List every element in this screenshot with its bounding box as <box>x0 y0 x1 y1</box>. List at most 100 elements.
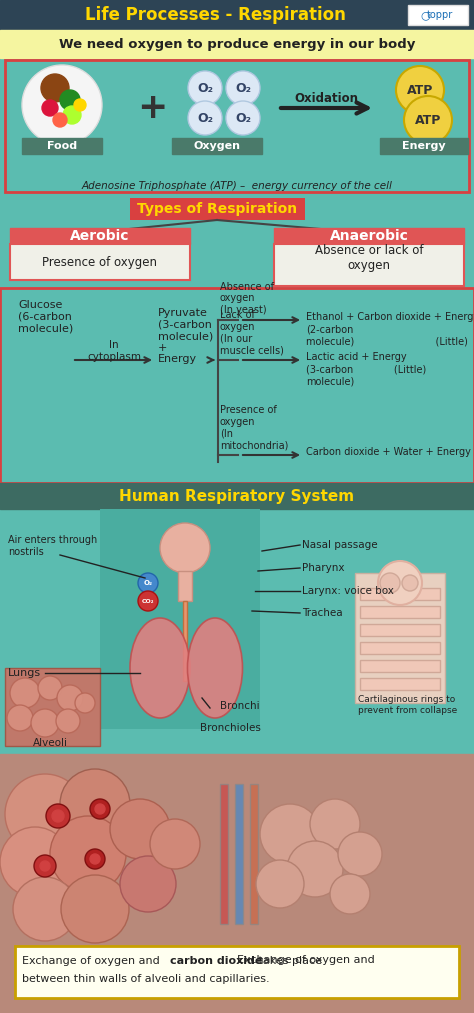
Circle shape <box>95 804 105 814</box>
Text: carbon dioxide: carbon dioxide <box>170 956 263 966</box>
Text: O₂: O₂ <box>197 111 213 125</box>
Text: Cartilaginous rings to
prevent from collapse: Cartilaginous rings to prevent from coll… <box>358 695 457 715</box>
Circle shape <box>52 810 64 822</box>
Circle shape <box>38 676 62 700</box>
Circle shape <box>85 849 105 869</box>
Text: Ethanol + Carbon dioxide + Energy: Ethanol + Carbon dioxide + Energy <box>306 312 474 322</box>
Text: Lack of
oxygen
(In our
muscle cells): Lack of oxygen (In our muscle cells) <box>220 310 284 355</box>
Circle shape <box>60 90 80 110</box>
Circle shape <box>75 693 95 713</box>
Bar <box>360 660 440 672</box>
Circle shape <box>22 65 102 145</box>
Circle shape <box>378 561 422 605</box>
Text: molecule): molecule) <box>306 376 354 386</box>
Bar <box>220 784 228 924</box>
Bar <box>5 668 100 746</box>
Bar <box>360 606 440 618</box>
Circle shape <box>256 860 304 908</box>
Circle shape <box>74 99 86 111</box>
Text: Bronchi: Bronchi <box>220 701 260 711</box>
Circle shape <box>310 799 360 849</box>
Circle shape <box>150 819 200 869</box>
Bar <box>408 5 468 25</box>
Text: Presence of
oxygen
(In
mitochondria): Presence of oxygen (In mitochondria) <box>220 405 288 450</box>
Circle shape <box>5 774 85 854</box>
Text: O₂: O₂ <box>235 111 251 125</box>
Bar <box>5 60 469 192</box>
Bar <box>274 228 464 244</box>
Text: Pharynx: Pharynx <box>302 563 345 573</box>
Bar <box>0 0 474 30</box>
Bar <box>10 228 190 244</box>
Text: Carbon dioxide + Water + Energy: Carbon dioxide + Water + Energy <box>306 447 471 457</box>
Bar <box>15 946 459 998</box>
Circle shape <box>46 804 70 828</box>
Text: We need oxygen to produce energy in our body: We need oxygen to produce energy in our … <box>59 37 415 51</box>
Circle shape <box>396 66 444 114</box>
Text: ○: ○ <box>420 10 430 20</box>
Bar <box>0 483 474 509</box>
Bar <box>22 138 102 154</box>
Text: ATP: ATP <box>407 83 433 96</box>
Bar <box>360 678 440 690</box>
Text: Oxidation: Oxidation <box>294 91 358 104</box>
Circle shape <box>40 861 50 871</box>
Text: Anaerobic: Anaerobic <box>329 229 409 243</box>
Text: Aerobic: Aerobic <box>70 229 130 243</box>
Bar <box>178 571 192 601</box>
Circle shape <box>31 709 59 737</box>
Bar <box>360 588 440 600</box>
Text: Lungs: Lungs <box>8 668 41 678</box>
Text: Presence of oxygen: Presence of oxygen <box>43 255 157 268</box>
Circle shape <box>50 816 126 892</box>
Bar <box>250 784 258 924</box>
Text: Types of Respiration: Types of Respiration <box>137 202 297 216</box>
Text: Lactic acid + Energy: Lactic acid + Energy <box>306 352 407 362</box>
Circle shape <box>287 841 343 897</box>
Text: Nasal passage: Nasal passage <box>302 540 378 550</box>
Bar <box>0 509 474 752</box>
Bar <box>0 30 474 58</box>
Circle shape <box>402 575 418 591</box>
Circle shape <box>404 96 452 144</box>
Text: Alveoli: Alveoli <box>33 738 67 748</box>
Bar <box>360 642 440 654</box>
Text: In
cytoplasm: In cytoplasm <box>87 340 141 362</box>
Circle shape <box>90 854 100 864</box>
Text: Glucose
(6-carbon
molecule): Glucose (6-carbon molecule) <box>18 300 73 333</box>
Circle shape <box>338 832 382 876</box>
Ellipse shape <box>188 618 243 718</box>
Bar <box>0 198 474 213</box>
Circle shape <box>60 769 130 839</box>
Text: Adenosine Triphosphate (ATP) –  energy currency of the cell: Adenosine Triphosphate (ATP) – energy cu… <box>82 181 392 191</box>
Circle shape <box>34 855 56 877</box>
Circle shape <box>90 799 110 819</box>
Text: Life Processes - Respiration: Life Processes - Respiration <box>84 6 346 24</box>
Bar <box>0 58 474 200</box>
Bar <box>360 624 440 636</box>
Text: O₂: O₂ <box>197 81 213 94</box>
Circle shape <box>260 804 320 864</box>
Circle shape <box>226 101 260 135</box>
Circle shape <box>56 709 80 733</box>
Circle shape <box>188 71 222 105</box>
Text: +: + <box>137 91 167 125</box>
Text: Air enters through
nostrils: Air enters through nostrils <box>8 535 97 556</box>
Circle shape <box>42 100 58 116</box>
Bar <box>380 138 468 154</box>
Text: O₂: O₂ <box>235 81 251 94</box>
Ellipse shape <box>130 618 190 718</box>
Text: O₂: O₂ <box>144 580 153 586</box>
Bar <box>10 244 190 280</box>
Text: Bronchioles: Bronchioles <box>200 723 261 733</box>
Circle shape <box>188 101 222 135</box>
Circle shape <box>160 523 210 573</box>
Text: molecule)                          (Little): molecule) (Little) <box>306 336 468 346</box>
Text: (2-carbon: (2-carbon <box>306 324 354 334</box>
Text: (3-carbon             (Little): (3-carbon (Little) <box>306 364 426 374</box>
Text: toppr: toppr <box>427 10 453 20</box>
Text: between thin walls of alveoli and capillaries.: between thin walls of alveoli and capill… <box>22 975 270 984</box>
Bar <box>100 509 260 729</box>
Bar <box>130 198 305 220</box>
Circle shape <box>0 827 70 897</box>
